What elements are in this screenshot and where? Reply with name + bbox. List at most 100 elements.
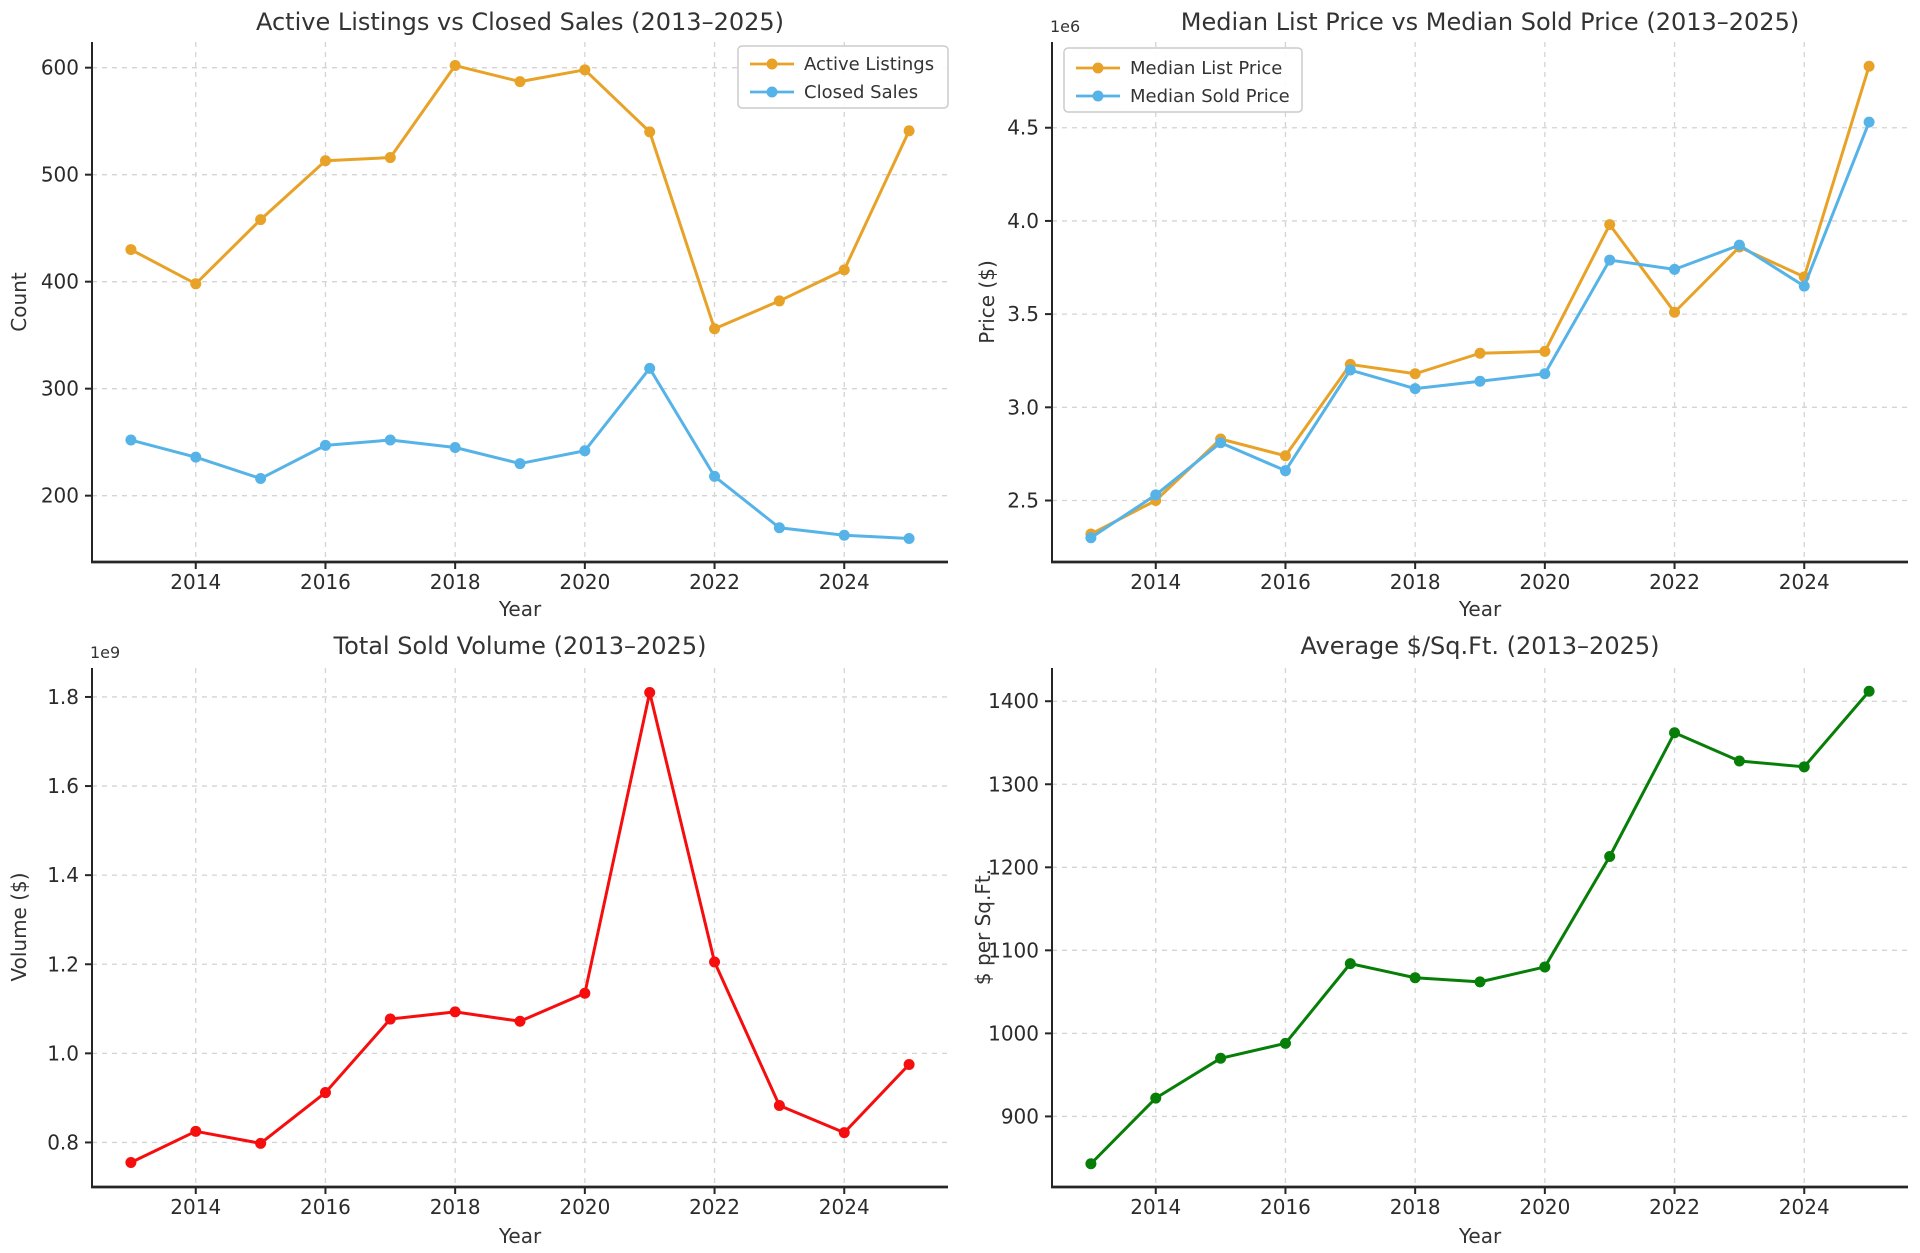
legend-box — [1063, 47, 1303, 113]
x-tick-label: 2016 — [1260, 1195, 1311, 1219]
x-axis-label: Year — [498, 1224, 542, 1248]
axes — [1045, 668, 1908, 1194]
data-point — [709, 323, 721, 335]
y-tick-label: 1.0 — [47, 1041, 79, 1065]
plot-area: 2014 2016 2018 2020 2022 2024 2.5 3.0 3.5 4.0 4.5 — [1007, 42, 1908, 594]
legend-marker — [766, 58, 778, 70]
axes — [85, 668, 948, 1194]
data-point — [125, 244, 137, 256]
data-point — [1409, 368, 1421, 380]
tick-labels: 2014 2016 2018 2020 2022 2024 900 1000 1100 1200 1… — [988, 689, 1830, 1219]
data-point — [319, 439, 331, 451]
x-tick-label: 2020 — [559, 570, 610, 594]
y-tick-label: 1.6 — [47, 774, 79, 798]
y-axis-label: $ per Sq.Ft. — [971, 869, 995, 985]
y-axis-label: Volume ($) — [7, 872, 31, 981]
chart-title: Median List Price vs Median Sold Price (… — [1181, 8, 1799, 36]
tick-labels: 2014 2016 2018 2020 2022 2024 0.8 1.0 1.2 1.4 1.6 1… — [47, 685, 870, 1219]
y-tick-label: 400 — [41, 270, 79, 294]
y-tick-label: 200 — [41, 484, 79, 508]
x-tick-label: 2024 — [1779, 1195, 1830, 1219]
x-axis-label: Year — [1458, 1224, 1502, 1248]
data-point — [255, 1137, 267, 1149]
data-point — [1863, 60, 1875, 72]
x-tick-label: 2016 — [300, 1195, 351, 1219]
data-point — [644, 362, 656, 374]
y-tick-label: 4.5 — [1007, 116, 1039, 140]
data-point — [838, 529, 850, 541]
y-tick-label: 1.2 — [47, 952, 79, 976]
x-tick-label: 2014 — [170, 1195, 221, 1219]
data-point — [1474, 976, 1486, 988]
data-point — [514, 1015, 526, 1027]
data-point — [1085, 1158, 1097, 1170]
data-point — [1604, 219, 1616, 231]
x-tick-label: 2018 — [1390, 1195, 1441, 1219]
data-point — [319, 155, 331, 167]
series-line-average-sq-ft- — [1089, 689, 1871, 1166]
x-tick-label: 2020 — [1519, 1195, 1570, 1219]
data-point — [190, 1125, 202, 1137]
tick-labels: 2014 2016 2018 2020 2022 2024 2.5 3.0 3.5 4.0 4.5 — [1007, 116, 1830, 594]
y-tick-label: 0.8 — [47, 1130, 79, 1154]
data-point — [1798, 761, 1810, 773]
plot-area: 2014 2016 2018 2020 2022 2024 900 1000 1100 1200 1… — [988, 668, 1908, 1219]
y-tick-label: 900 — [1001, 1104, 1039, 1128]
legend-label: Active Listings — [804, 54, 934, 75]
series-line-closed-sales — [129, 366, 911, 540]
series-line-total-sold-volume — [129, 691, 911, 1164]
x-tick-label: 2018 — [430, 570, 481, 594]
data-point — [1798, 280, 1810, 292]
data-point — [1215, 1052, 1227, 1064]
legend: Median List Price Median Sold Price — [1063, 47, 1303, 113]
y-tick-label: 1300 — [988, 772, 1039, 796]
x-axis-label: Year — [1458, 597, 1502, 621]
data-point — [838, 264, 850, 276]
y-axis-offset-label: 1e6 — [1050, 17, 1080, 36]
data-point — [449, 442, 461, 454]
gridlines — [92, 668, 948, 1187]
chart-title: Total Sold Volume (2013–2025) — [333, 632, 707, 660]
data-point — [903, 532, 915, 544]
axes — [1045, 42, 1908, 569]
x-tick-label: 2014 — [1130, 570, 1181, 594]
data-point — [1733, 755, 1745, 767]
y-axis-offset-label: 1e9 — [90, 643, 120, 662]
axes — [85, 42, 948, 569]
data-point — [1344, 958, 1356, 970]
data-point — [1733, 239, 1745, 251]
legend-label: Median Sold Price — [1130, 86, 1290, 107]
data-point — [190, 278, 202, 290]
data-point — [1150, 489, 1162, 501]
y-tick-label: 1.8 — [47, 685, 79, 709]
legend-label: Closed Sales — [804, 82, 918, 103]
data-point — [1539, 345, 1551, 357]
legend-item: Closed Sales — [750, 82, 918, 103]
chart-active-listings-vs-closed-sales: 2014 2016 2018 2020 2022 2024 200 300 400 500 600 … — [0, 0, 960, 626]
data-point — [1409, 383, 1421, 395]
data-point — [190, 451, 202, 463]
y-tick-label: 1.4 — [47, 863, 79, 887]
x-tick-label: 2016 — [1260, 570, 1311, 594]
y-tick-label: 4.0 — [1007, 209, 1039, 233]
data-point — [1085, 532, 1097, 544]
data-point — [773, 295, 785, 307]
y-tick-label: 3.5 — [1007, 302, 1039, 326]
data-point — [644, 687, 656, 699]
gridlines — [92, 42, 948, 562]
y-tick-label: 1400 — [988, 689, 1039, 713]
chart-average-price-per-sqft: 2014 2016 2018 2020 2022 2024 900 1000 1100 1200 1… — [960, 626, 1920, 1253]
x-tick-label: 2014 — [1130, 1195, 1181, 1219]
data-point — [319, 1087, 331, 1099]
legend-marker — [1092, 90, 1104, 102]
x-tick-label: 2024 — [1779, 570, 1830, 594]
legend-marker — [1092, 62, 1104, 74]
data-point — [1669, 727, 1681, 739]
legend-label: Median List Price — [1130, 58, 1282, 79]
x-tick-label: 2024 — [819, 1195, 870, 1219]
data-point — [1279, 1037, 1291, 1049]
x-tick-label: 2014 — [170, 570, 221, 594]
legend: Active Listings Closed Sales — [737, 45, 949, 109]
data-point — [579, 987, 591, 999]
